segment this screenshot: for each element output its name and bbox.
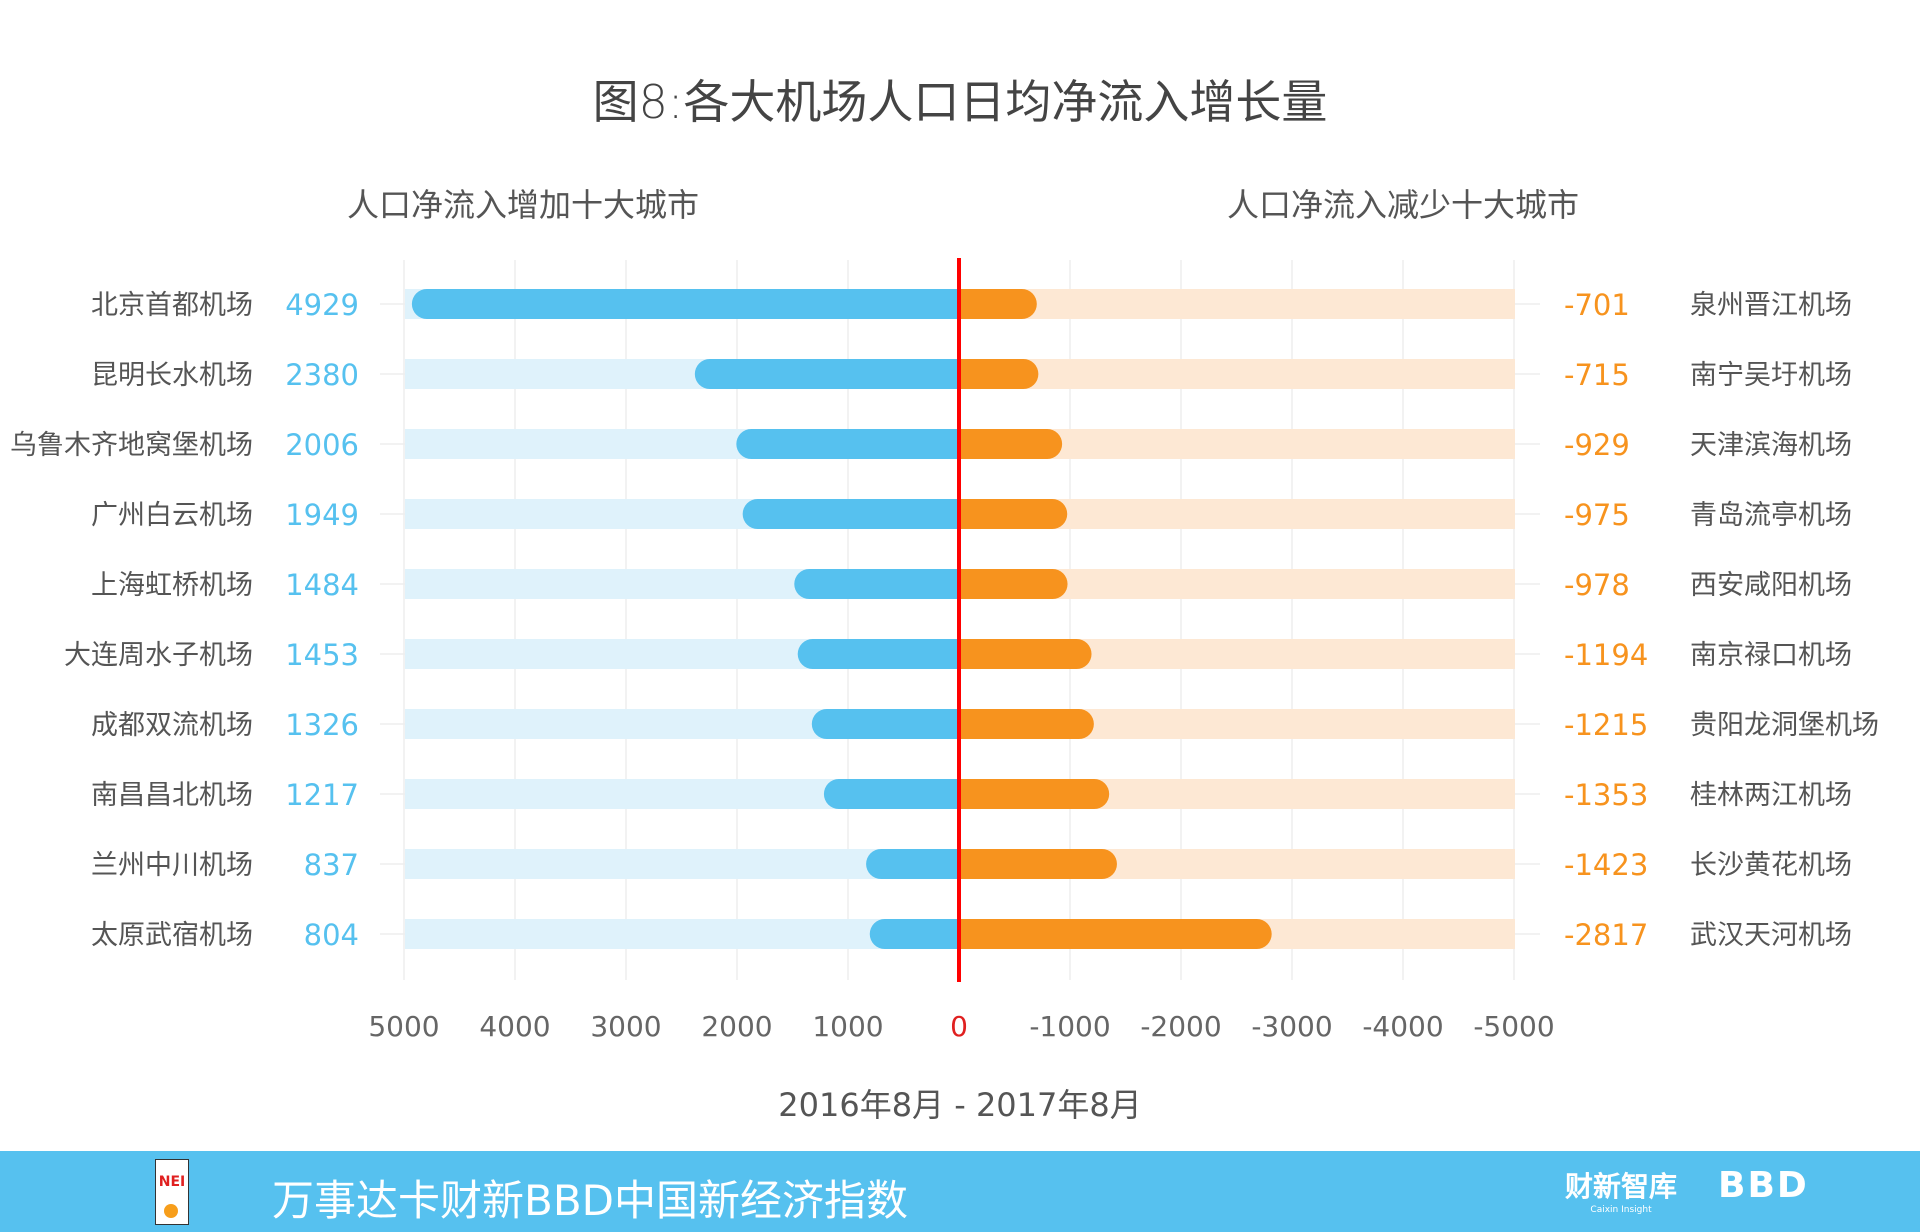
value-label: -2817 — [1564, 918, 1648, 952]
value-label: -701 — [1564, 288, 1630, 322]
airport-label: 南京禄口机场 — [1690, 640, 1852, 671]
airport-label: 泉州晋江机场 — [1690, 290, 1852, 321]
value-label: 1949 — [285, 498, 359, 532]
chart-title: 图8:各大机场人口日均净流入增长量 — [592, 75, 1328, 129]
bar-decrease — [959, 569, 1068, 599]
airport-label: 桂林两江机场 — [1690, 780, 1852, 811]
value-label: -1423 — [1564, 848, 1648, 882]
airport-label: 成都双流机场 — [91, 710, 253, 741]
airport-label: 太原武宿机场 — [91, 920, 253, 951]
airport-label: 北京首都机场 — [91, 290, 253, 321]
x-tick-label: 3000 — [590, 1010, 661, 1043]
value-label: 837 — [304, 848, 359, 882]
bar-increase — [811, 709, 959, 739]
value-label: -975 — [1564, 498, 1630, 532]
bar-increase — [823, 779, 959, 809]
bar-decrease — [959, 709, 1094, 739]
airport-label: 昆明长水机场 — [91, 360, 253, 391]
value-label: 1453 — [285, 638, 359, 672]
x-tick-label: -5000 — [1473, 1010, 1554, 1043]
value-label: 4929 — [285, 288, 359, 322]
bar-decrease — [959, 429, 1063, 459]
x-axis-label: 2016年8月 - 2017年8月 — [778, 1086, 1142, 1124]
value-label: -1353 — [1564, 778, 1648, 812]
airport-label: 上海虹桥机场 — [91, 570, 253, 601]
bar-increase — [411, 289, 959, 319]
bar-decrease — [959, 849, 1117, 879]
nei-logo: NEI — [155, 1159, 189, 1225]
bbd-logo: BBD — [1718, 1165, 1809, 1206]
left-subtitle: 人口净流入增加十大城市 — [346, 186, 700, 224]
x-tick-label: -3000 — [1251, 1010, 1332, 1043]
bar-decrease — [959, 499, 1068, 529]
bar-decrease — [959, 919, 1272, 949]
value-label: -1194 — [1564, 638, 1648, 672]
value-label: 804 — [304, 918, 359, 952]
bar-increase — [869, 919, 959, 949]
airport-label: 天津滨海机场 — [1690, 430, 1852, 461]
diverging-bar-chart: 5000 4000 3000 2000 1000 0 -1000 -2000 -3000 -400… — [10, 258, 1879, 1043]
bar-decrease — [959, 639, 1092, 669]
x-tick-label: -1000 — [1029, 1010, 1110, 1043]
airport-label: 大连周水子机场 — [64, 640, 253, 671]
bar-decrease — [959, 289, 1037, 319]
bar-increase — [794, 569, 959, 599]
airport-label: 长沙黄花机场 — [1690, 850, 1852, 881]
value-label: 1326 — [285, 708, 359, 742]
airport-label: 广州白云机场 — [91, 500, 253, 531]
footer-title: 万事达卡财新BBD中国新经济指数 — [272, 1176, 908, 1225]
value-label: -715 — [1564, 358, 1630, 392]
bar-increase — [797, 639, 959, 669]
bar-decrease — [959, 779, 1110, 809]
footer-banner: NEI 万事达卡财新BBD中国新经济指数 财新智库 Caixin Insight … — [0, 1151, 1920, 1232]
bar-increase — [866, 849, 959, 879]
value-label: 2380 — [285, 358, 359, 392]
caixin-logo: 财新智库 Caixin Insight — [1565, 1170, 1678, 1215]
airport-label: 武汉天河机场 — [1690, 920, 1852, 951]
bar-track — [959, 359, 1515, 389]
value-label: 1484 — [285, 568, 359, 602]
value-label: 1217 — [285, 778, 359, 812]
value-label: 2006 — [285, 428, 359, 462]
value-label: -929 — [1564, 428, 1630, 462]
bar-increase — [694, 359, 959, 389]
airport-label: 南昌昌北机场 — [91, 780, 253, 811]
right-subtitle: 人口净流入减少十大城市 — [1226, 186, 1580, 224]
airport-label: 西安咸阳机场 — [1690, 570, 1852, 601]
x-tick-label: 0 — [950, 1010, 968, 1043]
bar-track — [959, 289, 1515, 319]
x-tick-label: 4000 — [479, 1010, 550, 1043]
x-tick-label: -2000 — [1140, 1010, 1221, 1043]
x-tick-label: 2000 — [701, 1010, 772, 1043]
airport-label: 乌鲁木齐地窝堡机场 — [10, 430, 253, 461]
airport-label: 贵阳龙洞堡机场 — [1690, 710, 1879, 741]
x-tick-label: 5000 — [368, 1010, 439, 1043]
x-tick-label: -4000 — [1362, 1010, 1443, 1043]
bar-increase — [742, 499, 959, 529]
mastercard-icon — [164, 1204, 178, 1218]
airport-label: 兰州中川机场 — [91, 850, 253, 881]
value-label: -1215 — [1564, 708, 1648, 742]
value-label: -978 — [1564, 568, 1630, 602]
bar-increase — [736, 429, 959, 459]
bar-track — [405, 919, 959, 949]
bar-decrease — [959, 359, 1039, 389]
x-tick-label: 1000 — [812, 1010, 883, 1043]
airport-label: 南宁吴圩机场 — [1690, 360, 1852, 391]
airport-label: 青岛流亭机场 — [1690, 500, 1852, 531]
